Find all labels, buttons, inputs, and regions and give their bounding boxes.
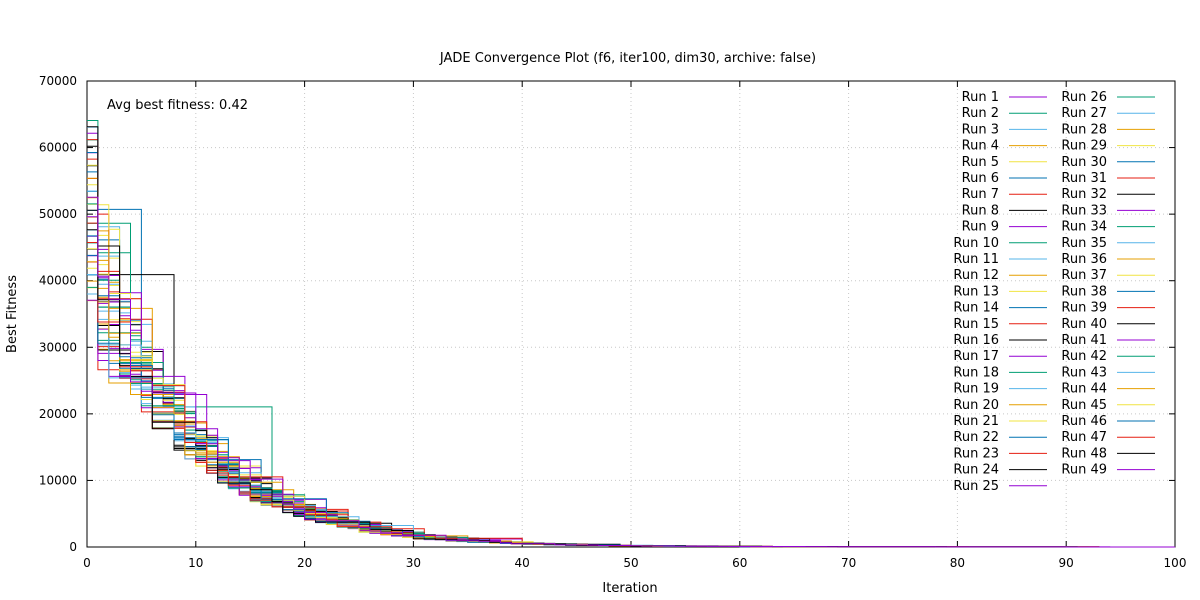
legend-label: Run 36 (1061, 252, 1107, 267)
legend-label: Run 17 (953, 349, 999, 364)
x-tick-label: 40 (515, 556, 530, 570)
y-tick-label: 70000 (39, 74, 77, 88)
y-tick-label: 40000 (39, 274, 77, 288)
legend-label: Run 32 (1061, 187, 1107, 202)
legend-label: Run 4 (962, 139, 999, 154)
legend-label: Run 13 (953, 284, 999, 299)
legend-label: Run 21 (953, 414, 999, 429)
legend-label: Run 34 (1061, 220, 1107, 235)
legend-label: Run 9 (962, 220, 999, 235)
legend-label: Run 23 (953, 446, 999, 461)
legend-label: Run 22 (953, 430, 999, 445)
legend-label: Run 28 (1061, 122, 1107, 137)
series-line-run-49 (87, 196, 1175, 548)
series-line-run-14 (87, 274, 1175, 548)
legend-label: Run 42 (1061, 349, 1107, 364)
legend-label: Run 20 (953, 398, 999, 413)
legend-label: Run 7 (962, 187, 999, 202)
legend-label: Run 11 (953, 252, 999, 267)
legend-label: Run 14 (953, 301, 999, 316)
legend-label: Run 24 (953, 463, 999, 478)
series-line-run-43 (87, 274, 1175, 548)
legend-label: Run 38 (1061, 284, 1107, 299)
y-tick-label: 30000 (39, 340, 77, 354)
x-tick-label: 50 (623, 556, 638, 570)
x-axis-label: Iteration (602, 581, 657, 596)
series-lines (87, 120, 1175, 548)
x-tick-label: 60 (732, 556, 747, 570)
y-tick-label: 20000 (39, 407, 77, 421)
y-tick-label: 0 (69, 540, 77, 554)
legend-label: Run 3 (962, 122, 999, 137)
y-tick-label: 50000 (39, 207, 77, 221)
legend-label: Run 40 (1061, 317, 1107, 332)
x-tick-label: 0 (83, 556, 91, 570)
x-tick-label: 30 (406, 556, 421, 570)
legend-label: Run 27 (1061, 106, 1107, 121)
x-tick-label: 20 (297, 556, 312, 570)
chart-title: JADE Convergence Plot (f6, iter100, dim3… (439, 51, 816, 66)
x-tick-label: 90 (1059, 556, 1074, 570)
y-tick-label: 10000 (39, 473, 77, 487)
grid (87, 81, 1175, 547)
y-tick-label: 60000 (39, 141, 77, 155)
legend-label: Run 46 (1061, 414, 1107, 429)
legend-label: Run 31 (1061, 171, 1107, 186)
legend-label: Run 12 (953, 268, 999, 283)
legend-label: Run 10 (953, 236, 999, 251)
legend-label: Run 37 (1061, 268, 1107, 283)
legend-label: Run 41 (1061, 333, 1107, 348)
legend-label: Run 47 (1061, 430, 1107, 445)
x-axis-ticks: 0 10 20 30 40 50 60 70 80 90 100 (83, 81, 1186, 570)
legend-label: Run 43 (1061, 365, 1107, 380)
legend-label: Run 18 (953, 365, 999, 380)
legend-label: Run 19 (953, 382, 999, 397)
legend-label: Run 2 (962, 106, 999, 121)
x-tick-label: 10 (188, 556, 203, 570)
legend-label: Run 16 (953, 333, 999, 348)
x-tick-label: 70 (841, 556, 856, 570)
legend-label: Run 39 (1061, 301, 1107, 316)
y-axis-label: Best Fitness (5, 275, 20, 353)
legend-label: Run 35 (1061, 236, 1107, 251)
x-tick-label: 100 (1164, 556, 1187, 570)
legend-label: Run 1 (962, 90, 999, 105)
x-tick-label: 80 (950, 556, 965, 570)
legend-label: Run 45 (1061, 398, 1107, 413)
legend-label: Run 33 (1061, 203, 1107, 218)
legend-label: Run 44 (1061, 382, 1107, 397)
legend-label: Run 8 (962, 203, 999, 218)
y-axis-ticks: 0 10000 20000 30000 40000 50000 60000 70000 (39, 74, 1175, 554)
legend-label: Run 48 (1061, 446, 1107, 461)
legend-label: Run 26 (1061, 90, 1107, 105)
avg-best-fitness-note: Avg best fitness: 0.42 (107, 98, 248, 113)
legend-label: Run 25 (953, 479, 999, 494)
legend-label: Run 30 (1061, 155, 1107, 170)
legend-label: Run 49 (1061, 463, 1107, 478)
legend-label: Run 6 (962, 171, 999, 186)
legend-label: Run 5 (962, 155, 999, 170)
legend-label: Run 29 (1061, 139, 1107, 154)
legend-label: Run 15 (953, 317, 999, 332)
